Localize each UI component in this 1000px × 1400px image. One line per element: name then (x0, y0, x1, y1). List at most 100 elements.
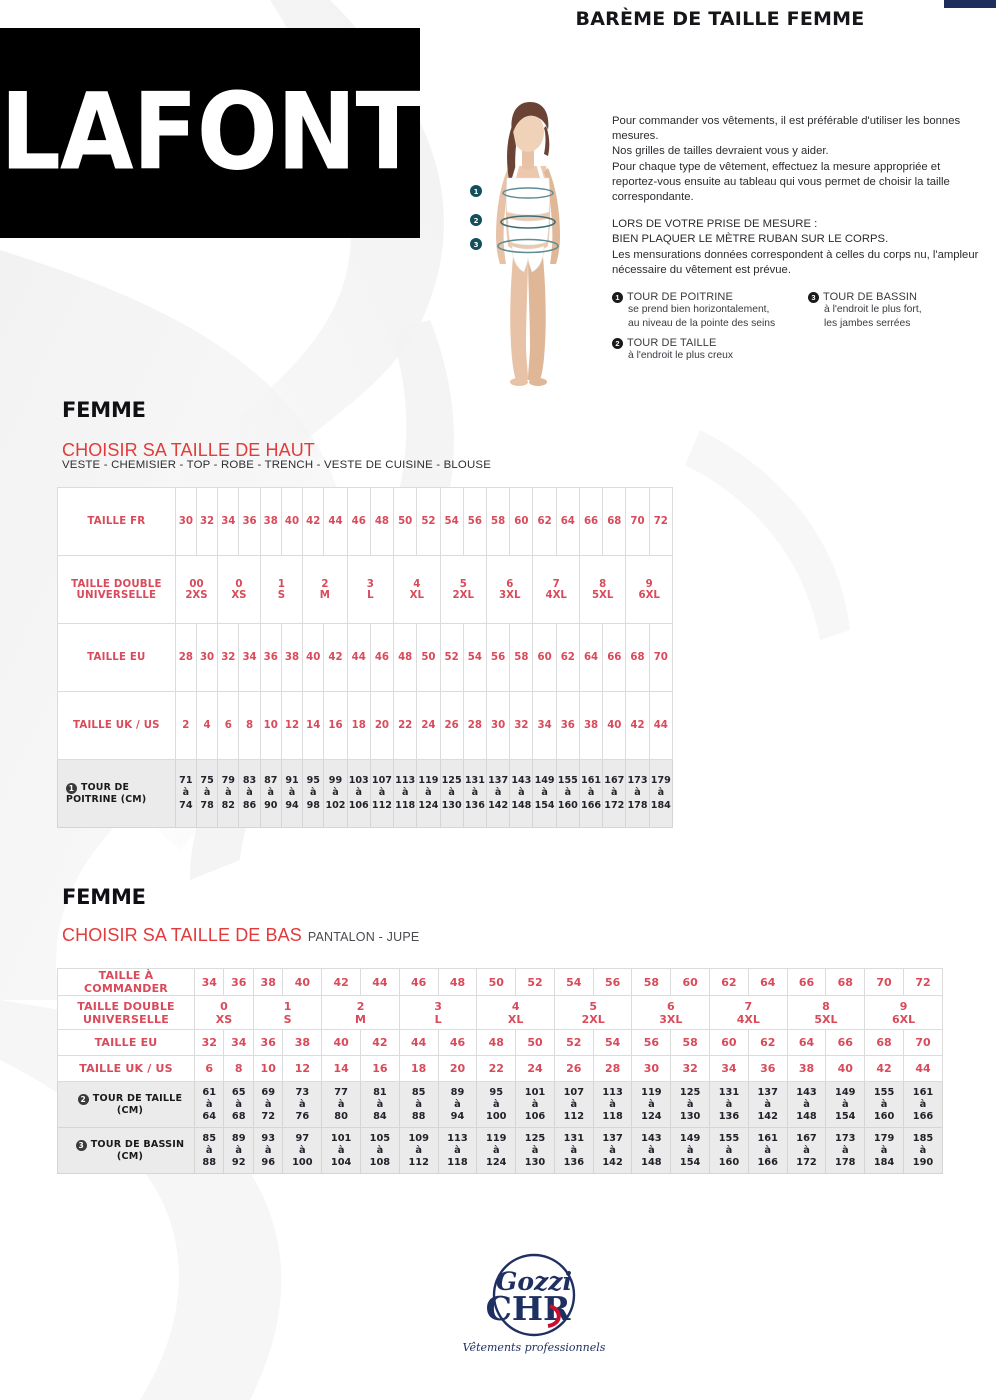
cell-taille-eu: 32 (193, 1029, 225, 1056)
cell-taille-eu: 50 (416, 623, 441, 692)
svg-text:Gozzi: Gozzi (496, 1267, 572, 1296)
cell-taille-uk-us: 30 (631, 1055, 672, 1082)
lafont-logo-text: LAFONT (0, 70, 421, 195)
table-row-tour-de-poitrine: 1 TOUR DE POITRINE (CM) 71 à 74 75 à 78 79 à 82 83 à… (57, 759, 674, 828)
cell-tour-de-poitrine: 113 à 118 (393, 759, 418, 828)
cell-tour-de-poitrine: 107 à 112 (369, 759, 395, 828)
cell-taille-eu: 38 (282, 1029, 323, 1056)
cell-tour-de-poitrine: 179 à 184 (648, 759, 674, 828)
cell-taille-uk-us: 22 (393, 691, 418, 760)
legend-desc-poitrine-line1: se prend bien horizontalement, (628, 304, 770, 315)
cell-taille-fr: 42 (302, 487, 325, 556)
cell-taille-eu: 68 (864, 1029, 904, 1056)
cell-double-universelle: 4 XL (476, 995, 555, 1030)
row-label-tour-de-taille: 2 TOUR DE TAILLE (CM) (57, 1081, 195, 1128)
cell-taille-a-commander: 56 (592, 968, 633, 996)
cell-taille-uk-us: 24 (416, 691, 441, 760)
cell-taille-uk-us: 34 (532, 691, 557, 760)
table-row-taille-fr: TAILLE FR 30 32 34 36 38 40 42 44 46 48 50 52 54 56 58 6… (57, 487, 674, 556)
cell-taille-eu: 60 (709, 1029, 749, 1056)
cell-taille-fr: 64 (555, 487, 580, 556)
cell-taille-uk-us: 14 (302, 691, 325, 760)
cell-taille-uk-us: 44 (902, 1055, 944, 1082)
gozzi-chr-logo: Gozzi CHR Vêtements professionnels (463, 1253, 606, 1354)
cell-tour-de-poitrine: 75 à 78 (195, 759, 219, 828)
cell-tour-de-taille: 73 à 76 (282, 1081, 323, 1128)
cell-tour-de-poitrine: 87 à 90 (259, 759, 282, 828)
cell-double-universelle: 6 3XL (631, 995, 711, 1030)
cell-taille-eu: 36 (252, 1029, 284, 1056)
cell-taille-a-commander: 40 (282, 968, 323, 996)
cell-double-universelle: 5 2XL (439, 555, 488, 624)
section-bottom-femme-heading: FEMME (62, 885, 146, 909)
cell-tour-de-poitrine: 167 à 172 (602, 759, 627, 828)
cell-taille-uk-us: 12 (282, 1055, 323, 1082)
cell-tour-de-taille: 69 à 72 (252, 1081, 284, 1128)
cell-tour-de-poitrine: 137 à 142 (485, 759, 511, 828)
legend-title-taille: TOUR DE TAILLE (627, 337, 717, 349)
row-label-taille-uk-us: TAILLE UK / US (57, 691, 176, 760)
cell-double-universelle: 0 XS (194, 995, 254, 1030)
row-label-tour-de-bassin: 3 TOUR DE BASSIN (CM) (57, 1127, 195, 1174)
cell-taille-uk-us: 22 (476, 1055, 517, 1082)
cell-tour-de-bassin: 125 à 130 (515, 1127, 555, 1174)
cell-taille-uk-us: 18 (346, 691, 371, 760)
cell-taille-eu: 64 (786, 1029, 827, 1056)
cell-taille-a-commander: 34 (193, 968, 225, 996)
cell-taille-a-commander: 44 (360, 968, 400, 996)
cell-tour-de-poitrine: 99 à 102 (323, 759, 348, 828)
legend-column-right: 3 TOUR DE BASSIN à l'endroit le plus for… (808, 291, 993, 337)
section-bottom-subtitle: PANTALON - JUPE (307, 930, 420, 944)
intro-line-5: BIEN PLAQUER LE MÈTRE RUBAN SUR LE CORPS… (612, 233, 889, 246)
cell-taille-a-commander: 36 (223, 968, 254, 996)
cell-taille-eu: 40 (302, 623, 325, 692)
cell-tour-de-poitrine: 83 à 86 (238, 759, 261, 828)
cell-taille-fr: 44 (323, 487, 348, 556)
row-label-taille-a-commander: TAILLE À COMMANDER (57, 968, 195, 996)
cell-double-universelle: 00 2XS (174, 555, 219, 624)
cell-taille-uk-us: 42 (864, 1055, 904, 1082)
cell-tour-de-bassin: 155 à 160 (709, 1127, 749, 1174)
cell-tour-de-taille: 61 à 64 (193, 1081, 225, 1128)
cell-taille-a-commander: 66 (786, 968, 827, 996)
cell-taille-eu: 64 (578, 623, 604, 692)
cell-tour-de-bassin: 143 à 148 (631, 1127, 672, 1174)
cell-taille-eu: 62 (555, 623, 580, 692)
lafont-logo-block: LAFONT (0, 28, 421, 238)
cell-taille-eu: 54 (592, 1029, 633, 1056)
cell-taille-eu: 42 (323, 623, 348, 692)
table-row-taille-double-universelle: TAILLE DOUBLE UNIVERSELLE 0 XS 1 S 2 M 3 L 4 XL 5 2XL… (57, 995, 943, 1030)
cell-tour-de-taille: 107 à 112 (553, 1081, 594, 1128)
cell-tour-de-bassin: 119 à 124 (476, 1127, 517, 1174)
cell-taille-uk-us: 36 (747, 1055, 788, 1082)
cell-tour-de-poitrine: 161 à 166 (578, 759, 604, 828)
table-row-taille-uk-us: TAILLE UK / US 2 4 6 8 10 12 14 16 18 20 22 24 26 28 30… (57, 691, 674, 760)
legend-item-taille: 2 TOUR DE TAILLE à l'endroit le plus cre… (612, 337, 802, 363)
cell-taille-eu: 36 (259, 623, 282, 692)
legend-number-badge-3: 3 (808, 292, 819, 303)
legend-title-bassin: TOUR DE BASSIN (823, 291, 918, 303)
cell-tour-de-bassin: 173 à 178 (825, 1127, 866, 1174)
cell-taille-eu: 44 (346, 623, 371, 692)
svg-text:Vêtements professionnels: Vêtements professionnels (463, 1341, 606, 1354)
cell-double-universelle: 9 6XL (625, 555, 673, 624)
cell-taille-fr: 30 (174, 487, 197, 556)
cell-taille-eu: 58 (670, 1029, 711, 1056)
cell-double-universelle: 4 XL (393, 555, 441, 624)
cell-taille-eu: 70 (648, 623, 674, 692)
cell-tour-de-bassin: 185 à 190 (902, 1127, 944, 1174)
cell-taille-uk-us: 14 (321, 1055, 362, 1082)
cell-tour-de-bassin: 97 à 100 (282, 1127, 323, 1174)
cell-tour-de-poitrine: 173 à 178 (625, 759, 650, 828)
section-top-femme-heading: FEMME (62, 398, 146, 422)
intro-line-4: LORS DE VOTRE PRISE DE MESURE : (612, 218, 818, 231)
cell-taille-fr: 48 (369, 487, 395, 556)
cell-taille-fr: 50 (393, 487, 418, 556)
cell-taille-eu: 48 (393, 623, 418, 692)
cell-taille-uk-us: 16 (360, 1055, 400, 1082)
cell-tour-de-taille: 137 à 142 (747, 1081, 788, 1128)
cell-taille-uk-us: 20 (437, 1055, 478, 1082)
cell-taille-eu: 38 (280, 623, 304, 692)
